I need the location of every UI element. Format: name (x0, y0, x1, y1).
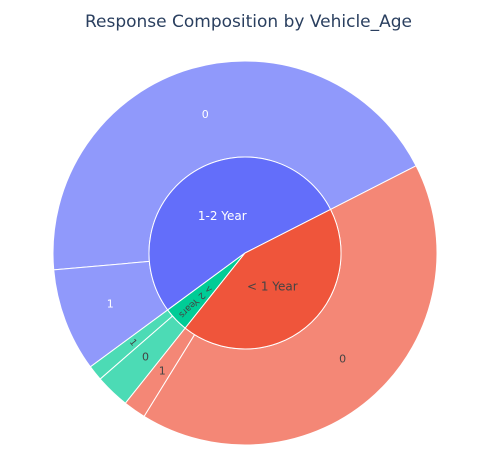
outer-slice-label: 1 (127, 338, 138, 349)
outer-slice-label: 1 (107, 297, 114, 310)
outer-slice-label: 1 (159, 364, 166, 377)
inner-slice-label: < 1 Year (247, 279, 298, 293)
outer-slice-label: 0 (142, 351, 149, 364)
inner-slice-label: 1-2 Year (198, 209, 247, 223)
inner-slice (184, 208, 342, 350)
outer-slice-label: 0 (202, 108, 209, 121)
inner-slice (148, 156, 332, 311)
outer-slice-label: 0 (339, 352, 346, 365)
chart-title: Response Composition by Vehicle_Age (84, 12, 413, 32)
